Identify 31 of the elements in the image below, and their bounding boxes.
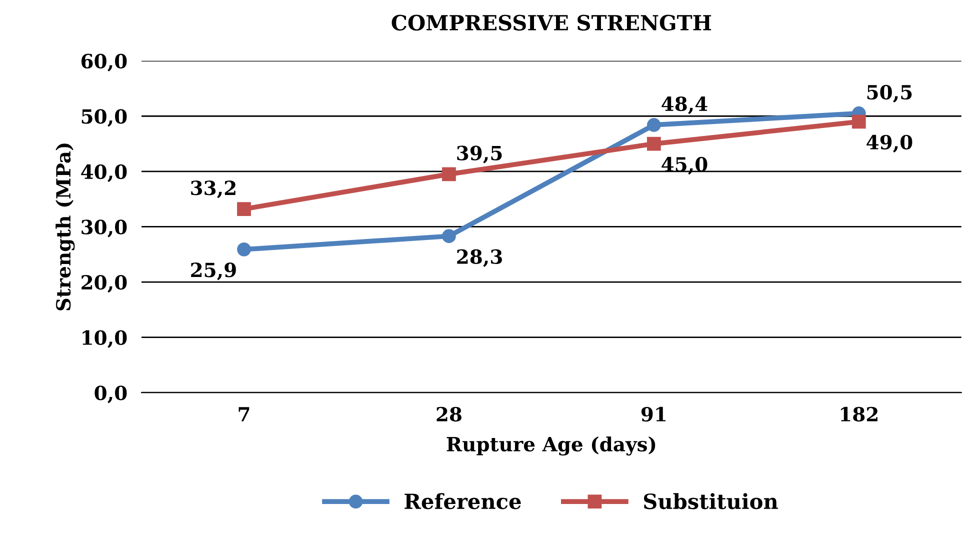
point [852, 114, 866, 129]
data-label: 50,5 [867, 84, 912, 102]
data-label: 33,2 [191, 180, 236, 198]
data-label: 45,0 [662, 156, 708, 175]
y-tick-label: 10,0 [82, 330, 127, 348]
y-tick-label: 60,0 [82, 54, 127, 72]
x-tick-label: 182 [840, 406, 878, 422]
point [237, 202, 251, 216]
y-tick-label: 50,0 [82, 109, 127, 127]
chart-title: COMPRESSIVE STRENGTH [392, 14, 712, 31]
y-tick-label: 20,0 [82, 274, 127, 293]
data-label: 48,4 [662, 96, 708, 114]
point [442, 167, 456, 182]
point [646, 118, 661, 132]
data-label: 39,5 [457, 146, 502, 164]
data-label: 49,0 [866, 134, 912, 152]
y-tick-label: 40,0 [81, 164, 127, 182]
x-tick-label: 28 [436, 406, 462, 422]
point [646, 136, 661, 151]
y-axis-title: Strength (MPa) [56, 144, 75, 310]
x-tick-label: 7 [238, 407, 250, 422]
x-axis-title: Rupture Age (days) [446, 436, 656, 456]
point [237, 242, 251, 256]
y-tick-label: 30,0 [82, 220, 127, 238]
legend-label: Reference [404, 493, 521, 510]
data-label: 28,3 [457, 249, 502, 267]
legend-label: Substituion [644, 493, 778, 510]
data-label: 25,9 [191, 262, 236, 280]
point [442, 229, 456, 244]
x-tick-label: 91 [641, 406, 666, 422]
y-tick-label: 0,0 [94, 386, 127, 404]
